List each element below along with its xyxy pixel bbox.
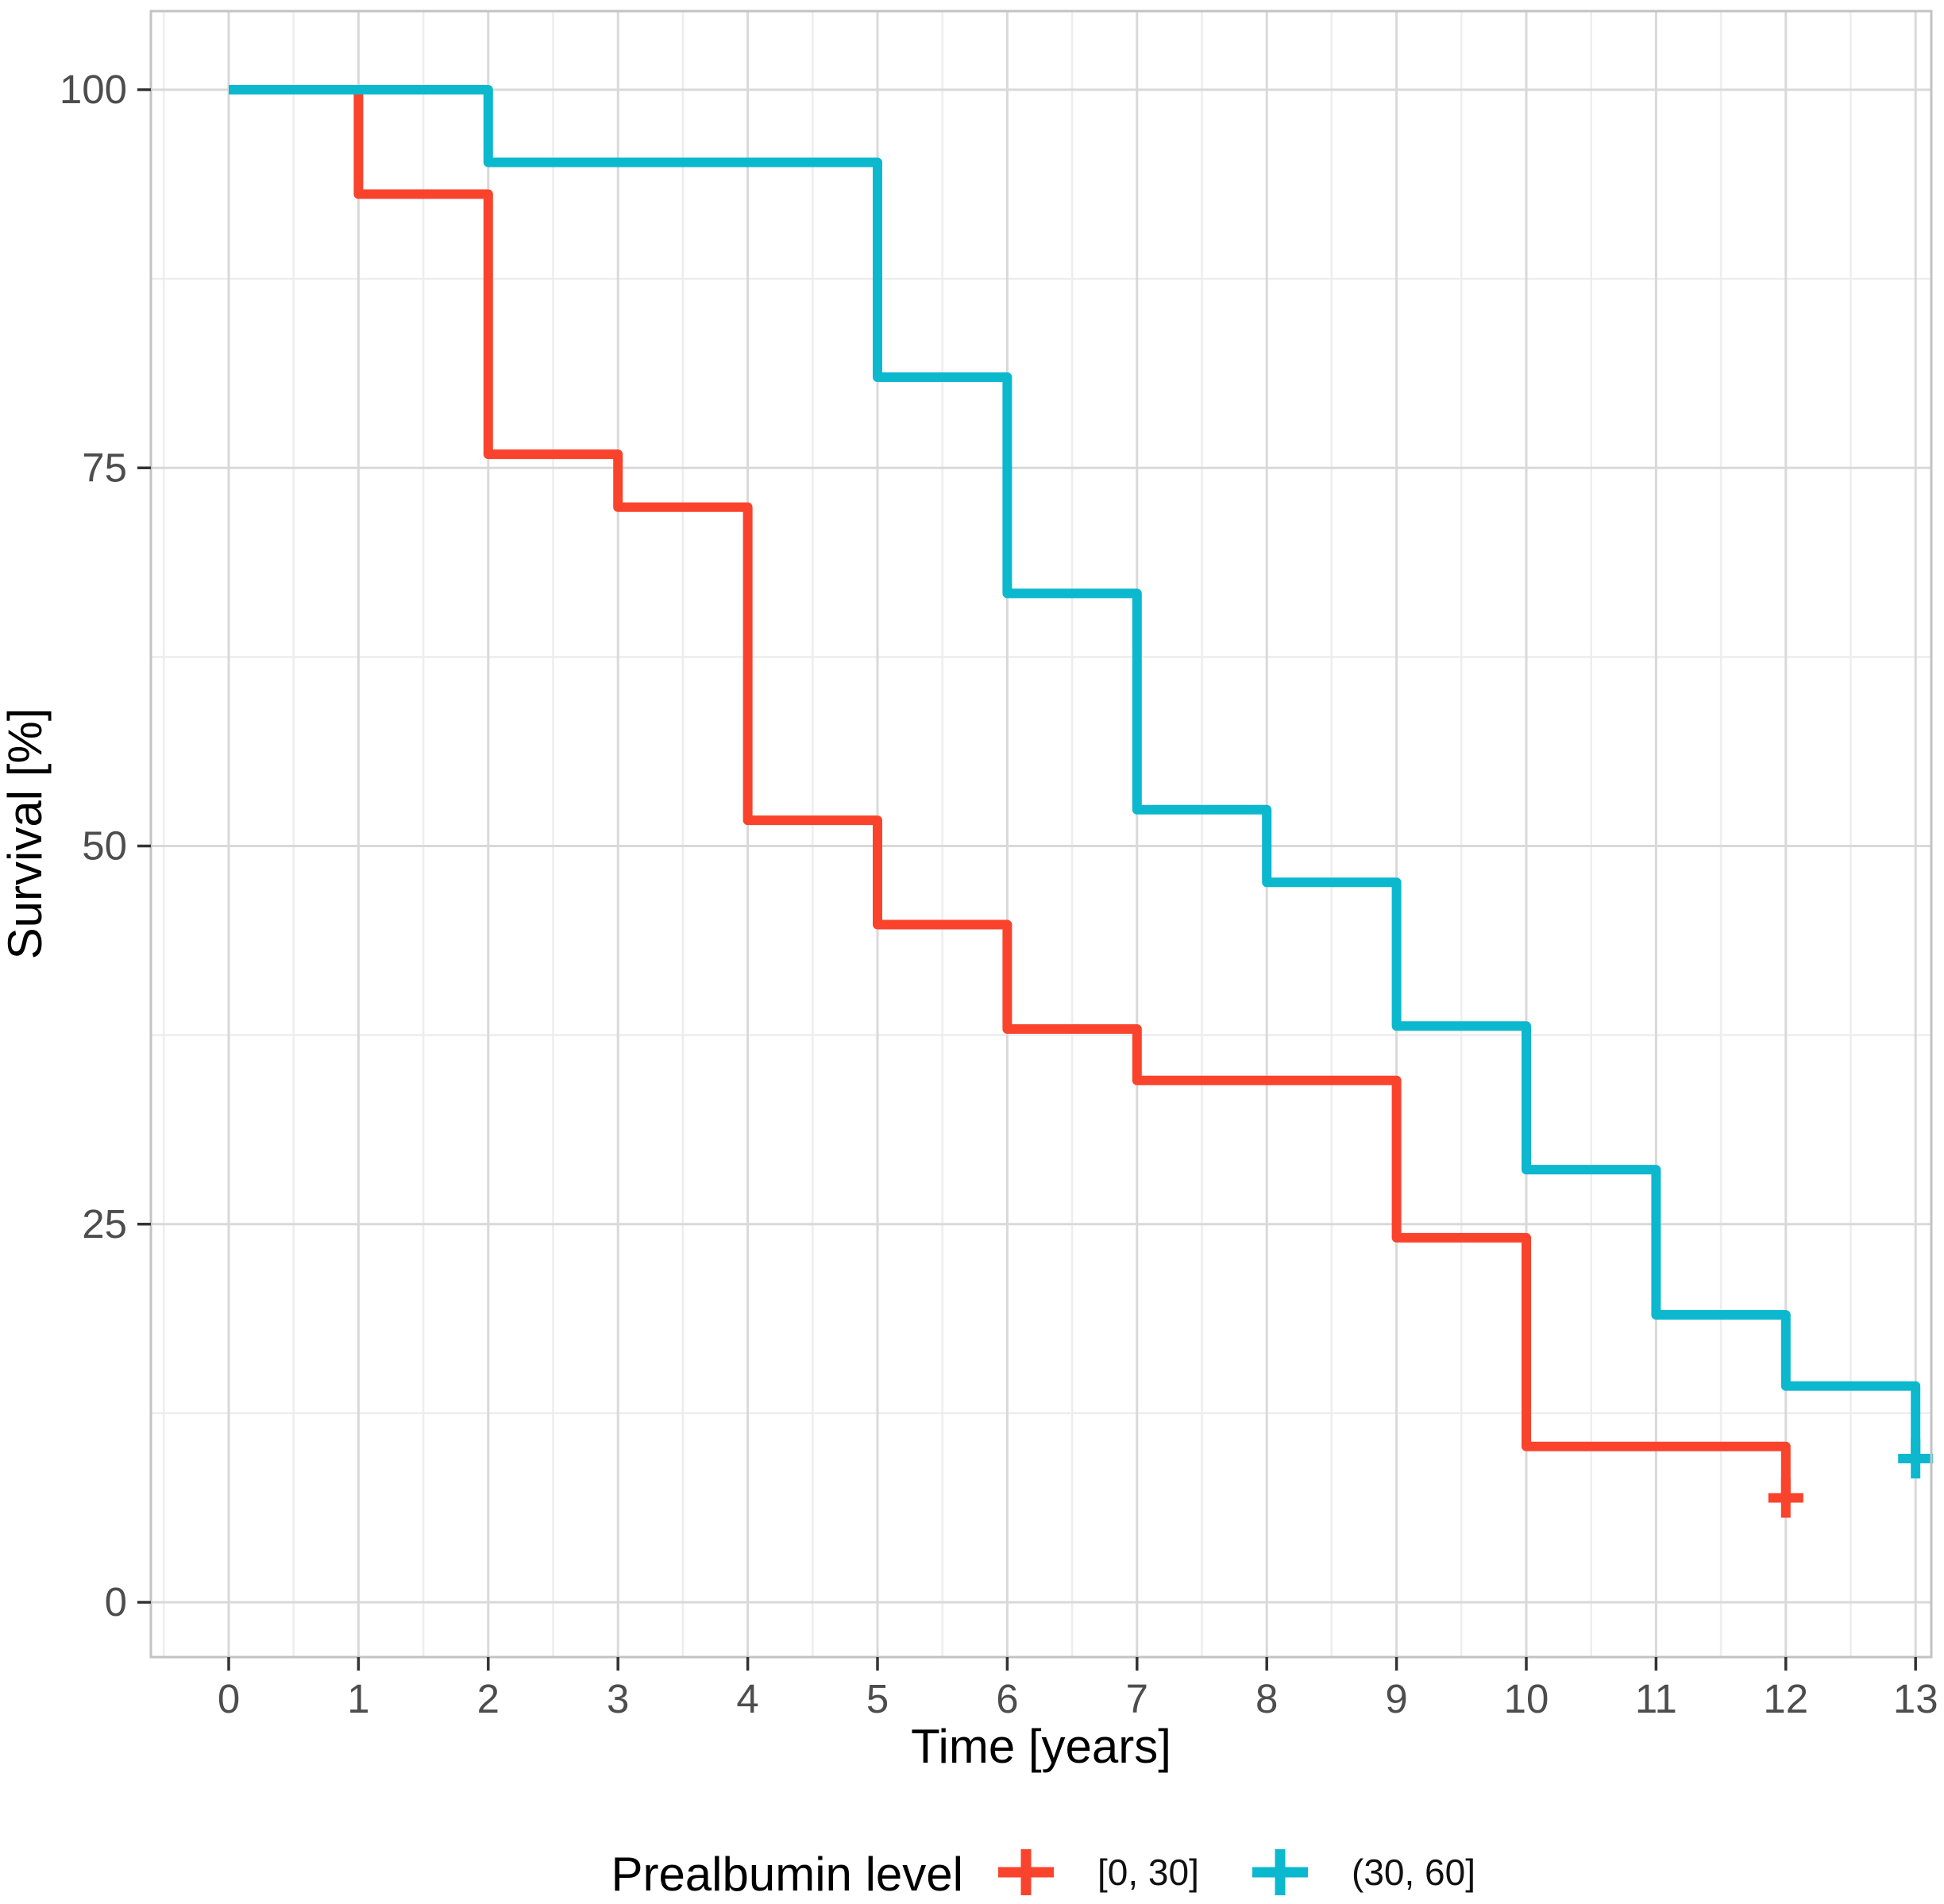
y-axis-title: Survival [%] xyxy=(0,708,52,960)
gridlines-minor xyxy=(151,11,1931,1657)
x-tick-label: 4 xyxy=(736,1676,758,1721)
legend: Prealbumin level [0, 30] (30, 60] xyxy=(611,1848,1475,1901)
censor-marks xyxy=(1768,1439,1934,1518)
y-tick-label: 0 xyxy=(105,1579,127,1625)
x-tick-label: 11 xyxy=(1635,1676,1677,1721)
x-tick-label: 8 xyxy=(1256,1676,1278,1721)
gridlines-major xyxy=(151,11,1931,1657)
series-curves xyxy=(229,85,1921,1498)
x-tick-label: 3 xyxy=(607,1676,629,1721)
survival-curve-1 xyxy=(229,85,1791,1498)
y-tick-label: 100 xyxy=(60,67,127,112)
y-tick-label: 25 xyxy=(82,1201,127,1247)
axis-ticks xyxy=(137,88,1917,1671)
legend-item: (30, 60] xyxy=(1252,1849,1475,1895)
x-tick-label: 12 xyxy=(1763,1676,1808,1721)
x-tick-label: 13 xyxy=(1893,1676,1938,1721)
x-tick-label: 7 xyxy=(1126,1676,1148,1721)
legend-item-label: (30, 60] xyxy=(1352,1852,1475,1893)
plot-panel-border xyxy=(149,10,1933,1659)
legend-item-label: [0, 30] xyxy=(1097,1852,1199,1893)
x-tick-label: 1 xyxy=(347,1676,369,1721)
x-tick-label: 5 xyxy=(866,1676,889,1721)
x-axis-title: Time [years] xyxy=(911,1720,1171,1773)
survival-curve-2 xyxy=(229,85,1921,1459)
x-tick-label: 9 xyxy=(1385,1676,1407,1721)
x-tick-label: 6 xyxy=(996,1676,1018,1721)
legend-title: Prealbumin level xyxy=(611,1848,963,1901)
y-tick-label: 75 xyxy=(82,445,127,490)
x-tick-label: 2 xyxy=(477,1676,499,1721)
x-tick-label: 0 xyxy=(218,1676,240,1721)
y-tick-label: 50 xyxy=(82,823,127,869)
x-tick-label: 10 xyxy=(1504,1676,1549,1721)
legend-item: [0, 30] xyxy=(998,1849,1199,1895)
legend-items: [0, 30] (30, 60] xyxy=(998,1849,1475,1895)
